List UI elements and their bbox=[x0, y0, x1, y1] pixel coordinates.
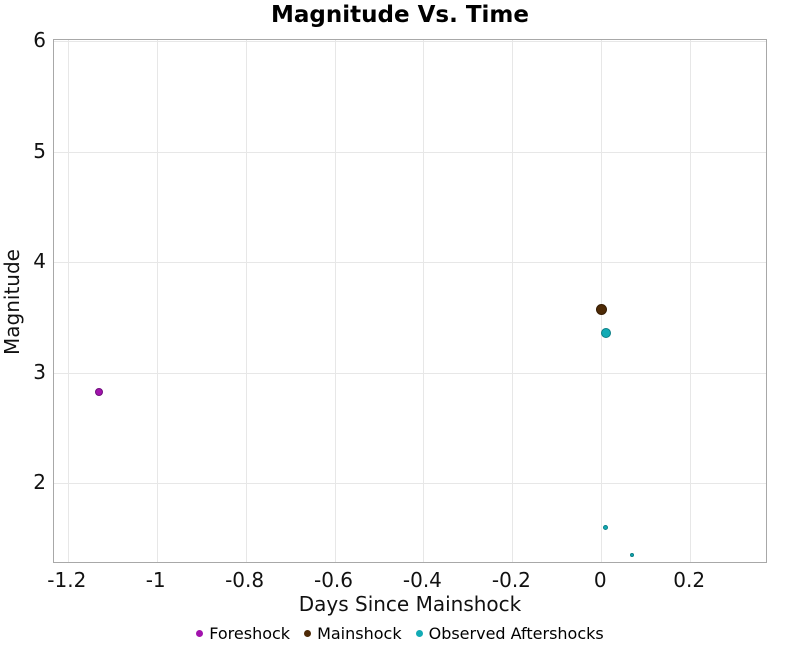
x-axis-title: Days Since Mainshock bbox=[298, 592, 522, 616]
x-tick-label: 0 bbox=[593, 568, 607, 592]
gridline-x bbox=[334, 40, 336, 562]
data-point-observed-aftershocks[interactable] bbox=[630, 553, 635, 558]
x-tick-label: -0.2 bbox=[491, 568, 531, 592]
legend-label: Observed Aftershocks bbox=[428, 624, 604, 643]
legend-marker-icon bbox=[415, 630, 423, 637]
legend-item-foreshock[interactable]: Foreshock bbox=[196, 624, 290, 643]
legend-label: Mainshock bbox=[317, 624, 402, 643]
data-point-mainshock[interactable] bbox=[595, 304, 607, 316]
legend-label: Foreshock bbox=[209, 624, 291, 643]
x-tick-label: -1.2 bbox=[47, 568, 87, 592]
gridline-x bbox=[690, 40, 692, 562]
chart-title: Magnitude Vs. Time bbox=[271, 2, 529, 28]
legend: Foreshock Mainshock Observed Aftershocks bbox=[0, 624, 800, 643]
legend-marker-icon bbox=[304, 630, 312, 637]
x-tick-label: 0.2 bbox=[673, 568, 706, 592]
data-point-foreshock[interactable] bbox=[94, 387, 103, 396]
x-tick-label: -0.4 bbox=[402, 568, 442, 592]
y-tick-label: 2 bbox=[33, 470, 46, 495]
gridline-x bbox=[512, 40, 514, 562]
gridline-x bbox=[423, 40, 425, 562]
data-point-observed-aftershocks[interactable] bbox=[600, 328, 611, 338]
data-point-observed-aftershocks[interactable] bbox=[603, 525, 609, 530]
gridline-x bbox=[245, 40, 247, 562]
y-tick-label: 4 bbox=[33, 249, 46, 274]
y-tick-label: 5 bbox=[33, 138, 46, 163]
gridline-y bbox=[54, 41, 766, 43]
y-tick-label: 3 bbox=[33, 359, 46, 384]
gridline-x bbox=[67, 40, 69, 562]
gridline-y bbox=[54, 262, 766, 264]
gridline-y bbox=[54, 372, 766, 374]
y-tick-label: 6 bbox=[33, 28, 46, 53]
x-tick-label: -1 bbox=[145, 568, 166, 592]
gridline-y bbox=[54, 151, 766, 153]
x-tick-label: -0.6 bbox=[313, 568, 354, 592]
gridline-x bbox=[601, 40, 603, 562]
gridline-x bbox=[156, 40, 158, 562]
x-tick-label: -0.8 bbox=[225, 568, 265, 592]
legend-item-observed-aftershocks[interactable]: Observed Aftershocks bbox=[415, 624, 604, 643]
legend-item-mainshock[interactable]: Mainshock bbox=[304, 624, 402, 643]
gridline-y bbox=[54, 483, 766, 485]
y-axis-title: Magnitude bbox=[0, 249, 24, 355]
legend-marker-icon bbox=[196, 630, 204, 637]
plot-area bbox=[53, 39, 767, 563]
